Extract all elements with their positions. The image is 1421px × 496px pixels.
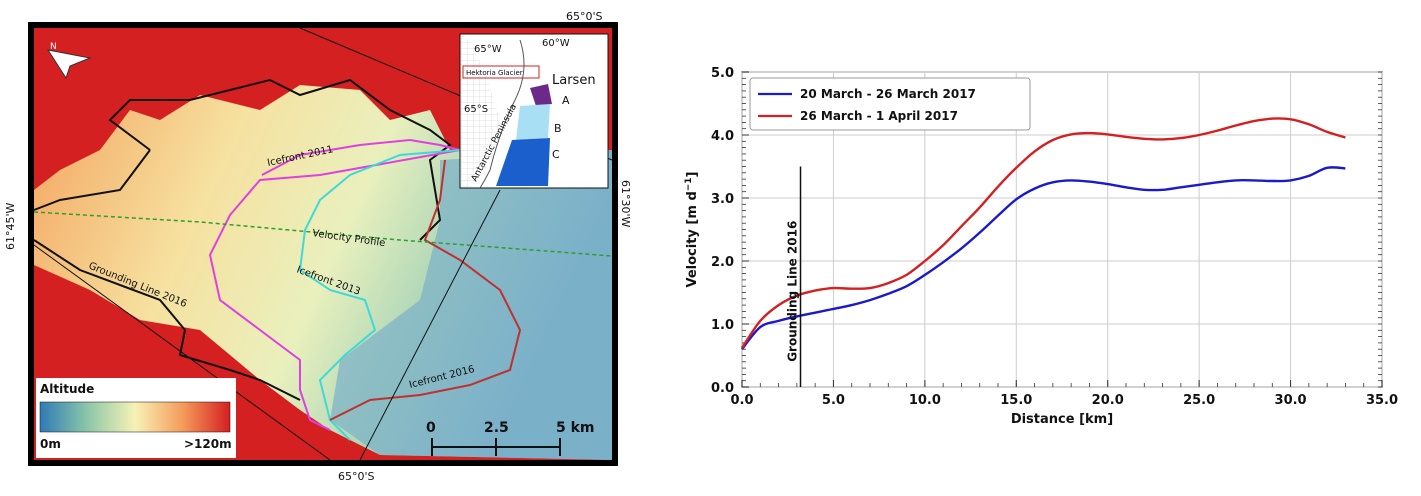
inset-larsen: Larsen (552, 73, 596, 88)
x-tick-label: 35.0 (1366, 393, 1398, 408)
inset-lon2: 60°W (542, 38, 570, 49)
x-tick-label: 30.0 (1275, 393, 1307, 408)
icefront-2016-line (329, 159, 522, 421)
series-line-2 (741, 117, 1346, 349)
scale-bar: 0 2.5 5 km (426, 420, 595, 456)
x-tick-label: 5.0 (822, 393, 845, 408)
inset-lat: 65°S (464, 104, 488, 115)
y-axis-label: Velocity [m d−1] (684, 171, 700, 287)
map-frame-top (28, 22, 618, 28)
x-axis-label: Distance [km] (1011, 412, 1113, 427)
y-tick-label: 3.0 (711, 192, 734, 207)
inset-section-b-area (516, 104, 550, 140)
y-tick-label: 2.0 (711, 255, 734, 270)
y-axis-label-sup: −1 (684, 177, 694, 191)
y-tick-label: 1.0 (711, 318, 734, 333)
scale-label-2: 5 km (556, 420, 595, 436)
legend-label-series-2: 26 March - 1 April 2017 (800, 109, 958, 123)
chart-legend: 20 March - 26 March 2017 26 March - 1 Ap… (749, 77, 1031, 131)
annotation-layer: Grounding Line 2016 (786, 166, 802, 387)
inset-terrain (460, 34, 501, 188)
legend-title: Altitude (40, 382, 94, 396)
map-frame-bottom (28, 460, 618, 466)
grounding-line (33, 78, 452, 401)
y-tick-label: 5.0 (711, 66, 734, 81)
grid-layer (741, 71, 1383, 388)
icefront-2011-line (208, 138, 461, 431)
x-tick-label: 10.0 (909, 393, 941, 408)
legend-label-series-1: 20 March - 26 March 2017 (800, 87, 976, 101)
scale-label-0: 0 (426, 420, 436, 436)
legend-colorbar (39, 401, 231, 433)
inset-glacier-label: Hektoria Glacier (466, 69, 523, 77)
north-label: N (50, 42, 57, 52)
coord-right: 61°30'W (619, 180, 632, 228)
graticule-line-2 (33, 244, 331, 461)
inset-map: Hektoria Glacier 65°W 60°W 65°S Larsen A… (459, 33, 609, 189)
map-frame-left (28, 22, 34, 466)
legend-max: >120m (184, 437, 232, 451)
velocity-profile-line (33, 211, 613, 257)
coord-top: 65°0'S (566, 10, 603, 23)
altitude-legend: Altitude 0m >120m (36, 378, 236, 458)
scale-label-1: 2.5 (484, 420, 509, 436)
y-axis-label-main: Velocity [m d (685, 191, 700, 287)
legend-min: 0m (40, 437, 61, 451)
grounding-line-annotation: Grounding Line 2016 (786, 221, 800, 362)
inset-c: C (552, 148, 560, 161)
icefront-2013-line (298, 149, 461, 441)
map-panel: Icefront 2011 Velocity Profile Icefront … (0, 0, 640, 492)
inset-b: B (554, 122, 562, 135)
inset-a: A (562, 94, 570, 107)
y-tick-label: 4.0 (711, 129, 734, 144)
map-frame-right (612, 22, 618, 466)
minor-ticks (741, 71, 1383, 388)
x-tick-label: 20.0 (1092, 393, 1124, 408)
chart-panel: 0.0 5.0 10.0 15.0 20.0 25.0 30.0 35.0 0.0 1.0 2.0… (660, 0, 1421, 492)
x-tick-label: 25.0 (1183, 393, 1215, 408)
inset-section-c-area (496, 138, 550, 186)
y-tick-label: 0.0 (711, 381, 734, 396)
x-tick-label: 0.0 (730, 393, 753, 408)
graticule-line-3 (359, 189, 501, 461)
y-axis-label-end: ] (685, 171, 700, 177)
north-arrow-icon: N (46, 42, 92, 80)
map-figure: Icefront 2011 Velocity Profile Icefront … (4, 10, 632, 483)
coord-left: 61°45'W (4, 202, 17, 250)
coord-bottom: 65°0'S (338, 470, 375, 483)
legend-box (749, 77, 1031, 131)
inset-lon1: 65°W (474, 44, 502, 55)
inset-glacier-box (462, 65, 540, 79)
x-tick-labels: 0.0 5.0 10.0 15.0 20.0 25.0 30.0 35.0 (730, 393, 1398, 408)
inset-section-a-area (530, 84, 552, 106)
series-layer (741, 117, 1346, 350)
series-line-1 (741, 166, 1346, 350)
x-tick-label: 15.0 (1000, 393, 1032, 408)
velocity-chart: 0.0 5.0 10.0 15.0 20.0 25.0 30.0 35.0 0.0 1.0 2.0… (684, 66, 1398, 427)
inset-coastline (479, 39, 525, 189)
y-tick-labels: 0.0 1.0 2.0 3.0 4.0 5.0 (711, 66, 734, 396)
